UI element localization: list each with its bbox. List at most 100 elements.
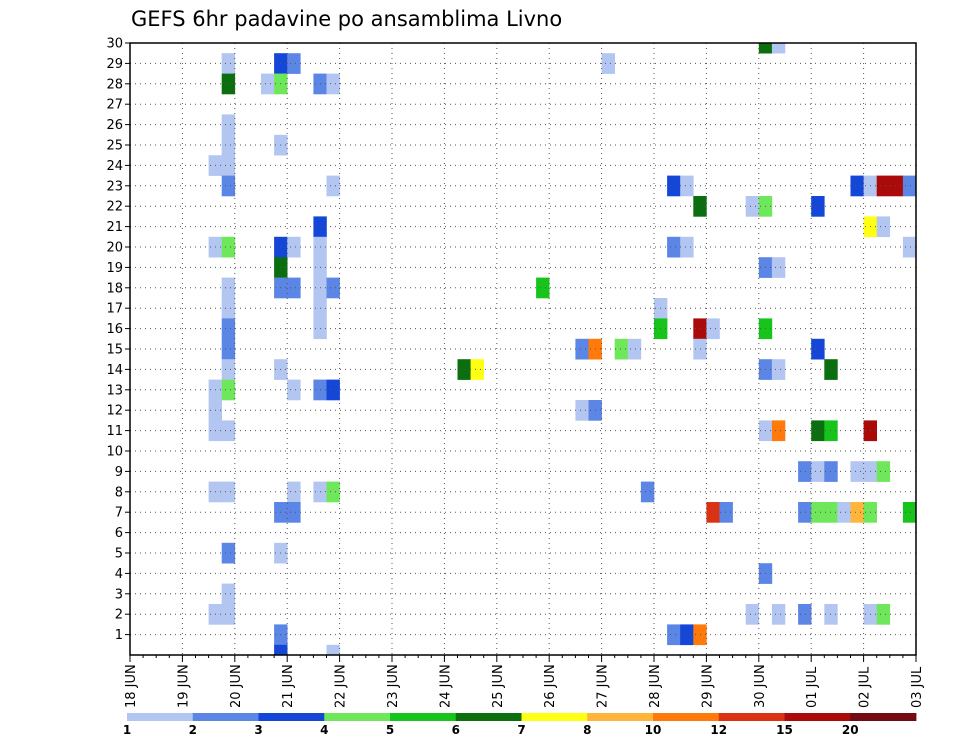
heatmap-cell <box>771 257 786 278</box>
heatmap-cell <box>470 359 484 380</box>
y-tick-label: 5 <box>115 547 123 562</box>
heatmap-cell <box>221 481 236 503</box>
colorbar-label: 8 <box>583 723 591 737</box>
heatmap-cell <box>221 359 236 380</box>
heatmap-cell <box>889 175 904 197</box>
heatmap-cell <box>745 604 760 625</box>
heatmap-cell <box>706 502 720 523</box>
colorbar-segment <box>587 713 654 721</box>
heatmap-cell <box>221 583 236 605</box>
y-tick-label: 23 <box>106 179 123 194</box>
colorbar-segment <box>324 713 391 721</box>
y-tick-label: 30 <box>106 37 123 52</box>
heatmap-cell <box>221 420 236 442</box>
colorbar-label: 20 <box>842 723 859 737</box>
colorbar-label: 7 <box>517 723 525 737</box>
y-tick-label: 12 <box>106 404 123 419</box>
x-tick-label: 19 JUN <box>176 664 191 708</box>
heatmap-cell <box>326 644 340 656</box>
heatmap-cell <box>850 461 864 482</box>
heatmap-cell <box>221 175 236 197</box>
heatmap-cell <box>221 53 236 74</box>
heatmap-cell <box>902 236 917 258</box>
heatmap-cell <box>627 338 642 360</box>
heatmap-cell <box>745 196 760 217</box>
heatmap-cell <box>536 277 550 299</box>
colorbar-label: 15 <box>776 723 793 737</box>
x-tick-label: 21 JUN <box>281 664 296 708</box>
x-tick-label: 26 JUN <box>543 664 558 708</box>
colorbar-segment <box>192 713 259 721</box>
heatmap-cell <box>876 216 891 238</box>
x-tick-label: 25 JUN <box>491 664 506 708</box>
y-tick-label: 7 <box>115 506 123 521</box>
heatmap-cell <box>837 502 851 523</box>
heatmap-cell <box>811 502 825 523</box>
heatmap-cell <box>811 420 825 442</box>
x-tick-label: 03 JUL <box>910 666 925 708</box>
heatmap-cell <box>850 502 864 523</box>
y-tick-label: 19 <box>106 261 123 276</box>
heatmap-cell <box>876 175 891 197</box>
y-tick-label: 3 <box>115 587 123 602</box>
y-tick-label: 17 <box>106 302 123 317</box>
heatmap-cell <box>221 236 236 258</box>
heatmap-cell <box>798 461 812 482</box>
colorbar-label: 5 <box>386 723 394 737</box>
heatmap-cell <box>758 43 773 54</box>
heatmap-cell <box>287 502 301 523</box>
y-tick-label: 4 <box>115 567 123 582</box>
heatmap-cell <box>221 73 236 95</box>
heatmap-cell <box>680 624 694 646</box>
y-tick-label: 14 <box>106 363 123 378</box>
y-tick-label: 20 <box>106 241 123 256</box>
heatmap-cell <box>811 461 825 482</box>
colorbar-segment <box>455 713 522 721</box>
y-tick-label: 11 <box>106 424 123 439</box>
colorbar: 1 2 3 4 5 6 7 8 10 12 15 20 <box>123 713 917 737</box>
heatmap-cell <box>667 175 681 197</box>
x-tick-label: 28 JUN <box>648 664 663 708</box>
heatmap-cell <box>771 604 786 625</box>
heatmap-cell <box>850 175 864 197</box>
heatmap-cell <box>221 318 236 340</box>
x-tick-label: 27 JUN <box>596 664 611 708</box>
x-tick-label: 22 JUN <box>334 664 349 708</box>
y-axis: 1234567891011121314151617181920212223242… <box>106 37 130 643</box>
colorbar-segment <box>718 713 785 721</box>
heatmap-cell <box>771 359 786 380</box>
x-tick-label: 24 JUN <box>438 664 453 708</box>
heatmap-cell <box>680 236 694 258</box>
heatmap-cell <box>287 379 301 401</box>
heatmap-cell <box>876 461 891 482</box>
colorbar-segment <box>850 713 917 721</box>
y-tick-label: 2 <box>115 608 123 623</box>
colorbar-label: 3 <box>254 723 262 737</box>
y-tick-label: 18 <box>106 281 123 296</box>
y-tick-label: 27 <box>106 98 123 113</box>
heatmap-cell <box>221 542 236 564</box>
heatmap-cell <box>261 73 275 95</box>
heatmap-cell <box>287 277 301 299</box>
colorbar-segment <box>127 713 194 721</box>
heatmap-cell <box>221 155 236 176</box>
heatmap-cell <box>575 338 589 360</box>
heatmap-cell <box>680 175 694 197</box>
heatmap-cell <box>706 318 720 340</box>
heatmap-cell <box>287 53 301 74</box>
heatmap-cell <box>457 359 471 380</box>
colorbar-label: 10 <box>645 723 662 737</box>
heatmap-cell <box>221 114 236 136</box>
y-tick-label: 6 <box>115 526 123 541</box>
colorbar-label: 4 <box>320 723 328 737</box>
heatmap-cell <box>287 481 301 503</box>
heatmap-cell <box>221 277 236 299</box>
heatmap-cell <box>326 175 340 197</box>
heatmap-cell <box>326 73 340 95</box>
y-tick-label: 26 <box>106 118 123 133</box>
heatmap-cells <box>208 43 917 656</box>
y-tick-label: 9 <box>115 465 123 480</box>
colorbar-segment <box>784 713 851 721</box>
x-axis: 18 JUN 19 JUN 20 JUN 21 JUN 22 JUN 23 JUN 24 J… <box>124 655 925 708</box>
